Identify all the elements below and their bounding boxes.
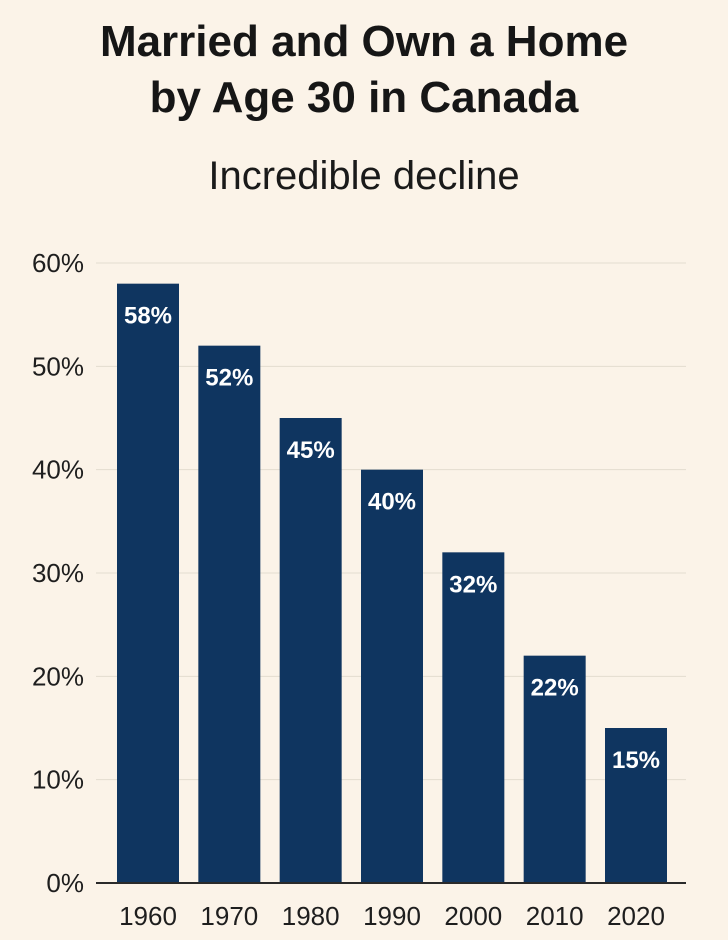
bar-data-label: 32%	[449, 571, 497, 598]
bar	[442, 552, 505, 883]
chart-subtitle: Incredible decline	[208, 154, 520, 198]
x-tick-label: 2020	[607, 901, 665, 931]
x-tick-label: 2010	[526, 901, 584, 931]
x-tick-label: 1970	[200, 901, 258, 931]
bar	[117, 283, 179, 884]
bar	[279, 418, 342, 883]
x-tick-label: 2000	[444, 901, 502, 931]
bar-data-label: 15%	[612, 747, 660, 774]
bar	[361, 469, 423, 883]
bar-data-label: 45%	[287, 437, 335, 464]
y-tick-label: 20%	[32, 661, 84, 691]
y-tick-label: 40%	[32, 455, 84, 485]
y-tick-label: 60%	[32, 248, 84, 278]
x-tick-label: 1980	[282, 901, 340, 931]
x-tick-label: 1990	[363, 901, 421, 931]
y-tick-label: 30%	[32, 558, 84, 588]
x-tick-label: 1960	[119, 901, 177, 931]
bar-data-label: 40%	[368, 489, 416, 516]
bar-data-label: 58%	[124, 303, 172, 330]
chart-title-line-1: Married and Own a Home	[99, 17, 629, 66]
bar	[198, 345, 261, 884]
bar	[605, 728, 667, 883]
bar-data-label: 52%	[205, 365, 253, 392]
y-tick-label: 50%	[32, 351, 84, 381]
y-tick-label: 10%	[32, 765, 84, 795]
y-tick-label: 0%	[46, 868, 84, 898]
bar-data-label: 22%	[531, 675, 579, 702]
chart-title: Married and Own a Home by Age 30 in Cana…	[0, 14, 728, 126]
bar	[523, 655, 586, 883]
chart-title-line-2: by Age 30 in Canada	[149, 73, 579, 122]
